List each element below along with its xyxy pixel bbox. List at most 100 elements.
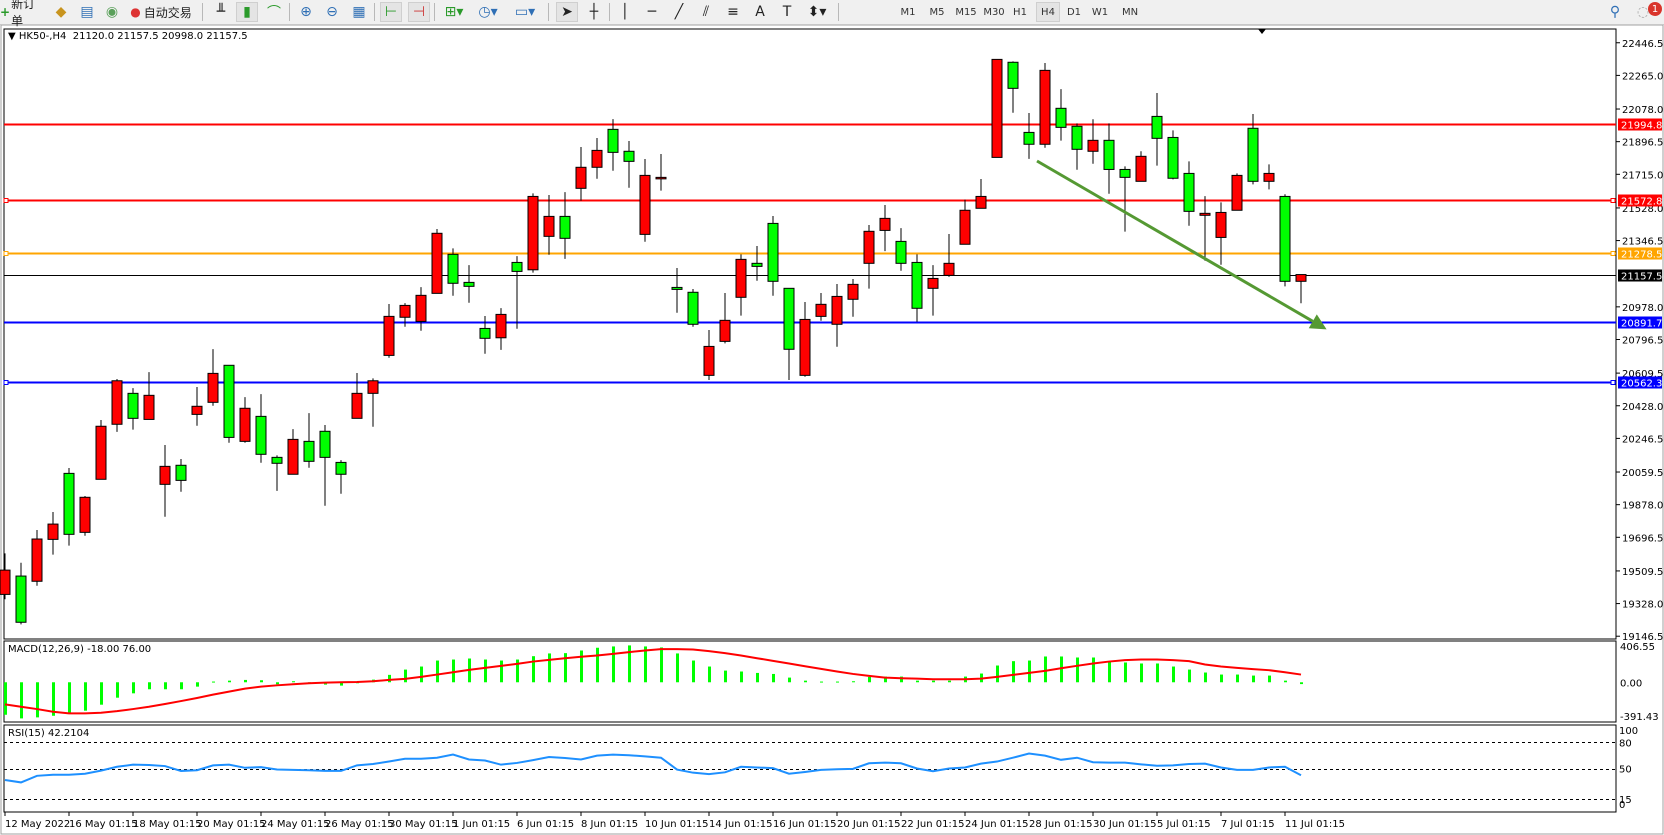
line-chart-icon[interactable]: ⌒ [267,5,281,21]
price-label-box [1618,269,1662,282]
toolbar-separator [289,3,290,21]
price-tick-label: 20796.5 [1622,335,1663,346]
timeframe-h1[interactable]: H1 [1013,6,1027,18]
timeframe-m15[interactable]: M15 [955,6,977,18]
cursor-icon[interactable]: ➤ [556,2,578,22]
chat-icon[interactable]: ◌ [1636,4,1650,20]
candle-body [383,315,395,356]
timeframe-m1[interactable]: M1 [900,6,916,18]
candle-body [1199,212,1211,216]
timeframe-h4[interactable]: H4 [1036,2,1060,22]
macd-histogram-bar [452,659,455,683]
candle-body [287,438,299,475]
periods-icon[interactable]: ◷▾ [478,4,498,20]
indicators-icon[interactable]: ⊞▾ [444,4,464,20]
time-tick-label: 6 Jun 01:15 [517,819,574,830]
rsi-scale-label: 50 [1619,765,1632,776]
candle-body [991,58,1003,158]
zoom-in-icon[interactable]: ⊕ [300,4,312,20]
time-tick-label: 10 Jun 01:15 [645,819,709,830]
autoscroll-icon[interactable]: ⊣ [408,2,430,22]
macd-histogram-bar [1108,661,1111,683]
macd-histogram-bar [516,659,519,683]
candle-body [799,318,811,376]
arrows-icon[interactable]: ⬍▾ [807,4,827,20]
macd-histogram-bar [548,653,551,683]
notification-badge[interactable]: 1 [1648,2,1662,16]
rsi-scale-label: 80 [1619,738,1632,749]
macd-histogram-bar [884,676,887,683]
horizontal-line-icon[interactable]: ─ [647,4,657,20]
candle-body [31,538,43,582]
macd-histogram-bar [804,680,807,683]
candle-body [1135,155,1147,182]
candle-body [1247,127,1259,182]
trendline-icon[interactable]: ╱ [674,4,684,20]
timeframe-w1[interactable]: W1 [1091,6,1109,18]
candle-body [655,176,667,180]
candle-body [159,465,171,485]
vertical-line-icon[interactable]: │ [620,4,630,20]
macd-histogram-bar [676,653,679,683]
macd-histogram-bar [100,682,103,705]
time-tick-label: 5 Jul 01:15 [1157,819,1211,830]
signals-icon[interactable]: ◉ [105,4,119,20]
chart-symbol: HK50-,H4 [18,31,67,42]
auto-trading-button[interactable]: ● 自动交易 [126,2,196,22]
candle-body [1167,136,1179,179]
text-icon[interactable]: A [755,4,765,20]
price-tick-label: 21528.0 [1622,204,1663,215]
chart-shift-icon[interactable]: ⊢ [380,2,402,22]
macd-histogram-bar [724,670,727,683]
price-tick-label: 20059.5 [1622,468,1663,479]
macd-histogram-bar [932,680,935,683]
fibonacci-icon[interactable]: ≡ [727,4,739,20]
time-tick-label: 24 May 01:15 [261,819,330,830]
bar-chart-icon[interactable]: ╨ [216,4,226,20]
toolbar-separator [609,3,610,21]
macd-histogram-bar [612,646,615,683]
tile-windows-icon[interactable]: ▦ [352,4,366,20]
candle-body [1071,125,1083,150]
zoom-out-icon[interactable]: ⊖ [326,4,338,20]
price-label-box [1618,194,1662,207]
candlestick-icon[interactable]: ▮ [236,2,258,22]
price-tick-label: 22265.0 [1622,71,1663,82]
crosshair-icon[interactable]: ┼ [589,4,599,20]
equidistant-channel-icon[interactable]: ⫽ [702,4,710,20]
timeframe-m30[interactable]: M30 [983,6,1005,18]
timeframe-d1[interactable]: D1 [1066,6,1082,18]
navigator-icon[interactable]: ▤ [80,4,94,20]
text-label-icon[interactable]: T [782,4,792,20]
rsi-pane [3,724,1617,813]
candle-body [1087,139,1099,152]
search-icon[interactable]: ⚲ [1609,4,1621,20]
macd-histogram-bar [788,677,791,683]
macd-histogram-bar [596,647,599,683]
chart-window-frame [0,24,1664,835]
candle-body [1103,139,1115,170]
candle-body [1119,168,1131,178]
market-watch-icon[interactable]: ◆ [55,4,67,20]
macd-signal-line [4,648,1302,715]
price-label: 21994.8 [1621,121,1662,132]
timeframe-m5[interactable]: M5 [929,6,945,18]
candle-body [1183,172,1195,212]
price-tick-label: 21896.5 [1622,138,1663,149]
collapse-triangle-icon[interactable]: ▼ [8,31,19,42]
timeframe-mn[interactable]: MN [1121,6,1139,18]
macd-histogram-bar [436,660,439,683]
candle-body [927,277,939,289]
macd-histogram-bar [244,679,247,683]
arrow-head-icon [1308,314,1327,330]
new-order-button[interactable]: + 新订单 [0,0,44,28]
macd-histogram-bar [340,682,343,686]
macd-histogram-bar [388,674,391,683]
templates-icon[interactable]: ▭▾ [514,4,536,20]
candle-body [943,262,955,276]
time-tick-label: 14 Jun 01:15 [709,819,773,830]
candle-body [447,253,459,284]
candle-body [479,327,491,339]
price-tick-label: 20609.5 [1622,369,1663,380]
